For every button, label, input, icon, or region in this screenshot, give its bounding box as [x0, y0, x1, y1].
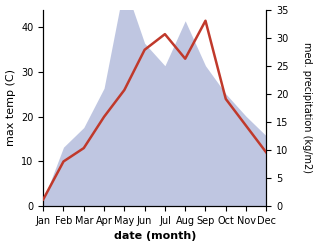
Y-axis label: med. precipitation (kg/m2): med. precipitation (kg/m2)	[302, 42, 313, 173]
X-axis label: date (month): date (month)	[114, 231, 196, 242]
Y-axis label: max temp (C): max temp (C)	[5, 69, 16, 146]
